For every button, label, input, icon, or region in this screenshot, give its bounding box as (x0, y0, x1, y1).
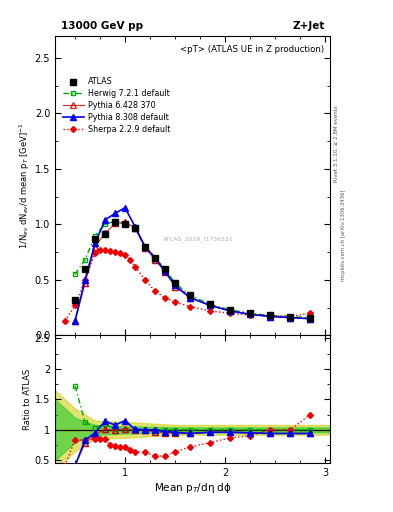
Text: ATLAS_2019_I1736531: ATLAS_2019_I1736531 (163, 237, 233, 242)
X-axis label: Mean p$_{T}$/dη dϕ: Mean p$_{T}$/dη dϕ (154, 481, 231, 495)
Text: Rivet 3.1.10, ≥ 2.8M events: Rivet 3.1.10, ≥ 2.8M events (334, 105, 338, 182)
Legend: ATLAS, Herwig 7.2.1 default, Pythia 6.428 370, Pythia 8.308 default, Sherpa 2.2.: ATLAS, Herwig 7.2.1 default, Pythia 6.42… (60, 74, 173, 137)
Text: 13000 GeV pp: 13000 GeV pp (61, 22, 143, 31)
Y-axis label: 1/N$_{ev}$ dN$_{ev}$/d mean p$_T$ [GeV]$^{-1}$: 1/N$_{ev}$ dN$_{ev}$/d mean p$_T$ [GeV]$… (17, 122, 32, 249)
Text: Z+Jet: Z+Jet (292, 22, 325, 31)
Y-axis label: Ratio to ATLAS: Ratio to ATLAS (23, 369, 32, 430)
Text: <pT> (ATLAS UE in Z production): <pT> (ATLAS UE in Z production) (180, 45, 325, 54)
Text: mcplots.cern.ch [arXiv:1306.3436]: mcplots.cern.ch [arXiv:1306.3436] (342, 190, 346, 281)
